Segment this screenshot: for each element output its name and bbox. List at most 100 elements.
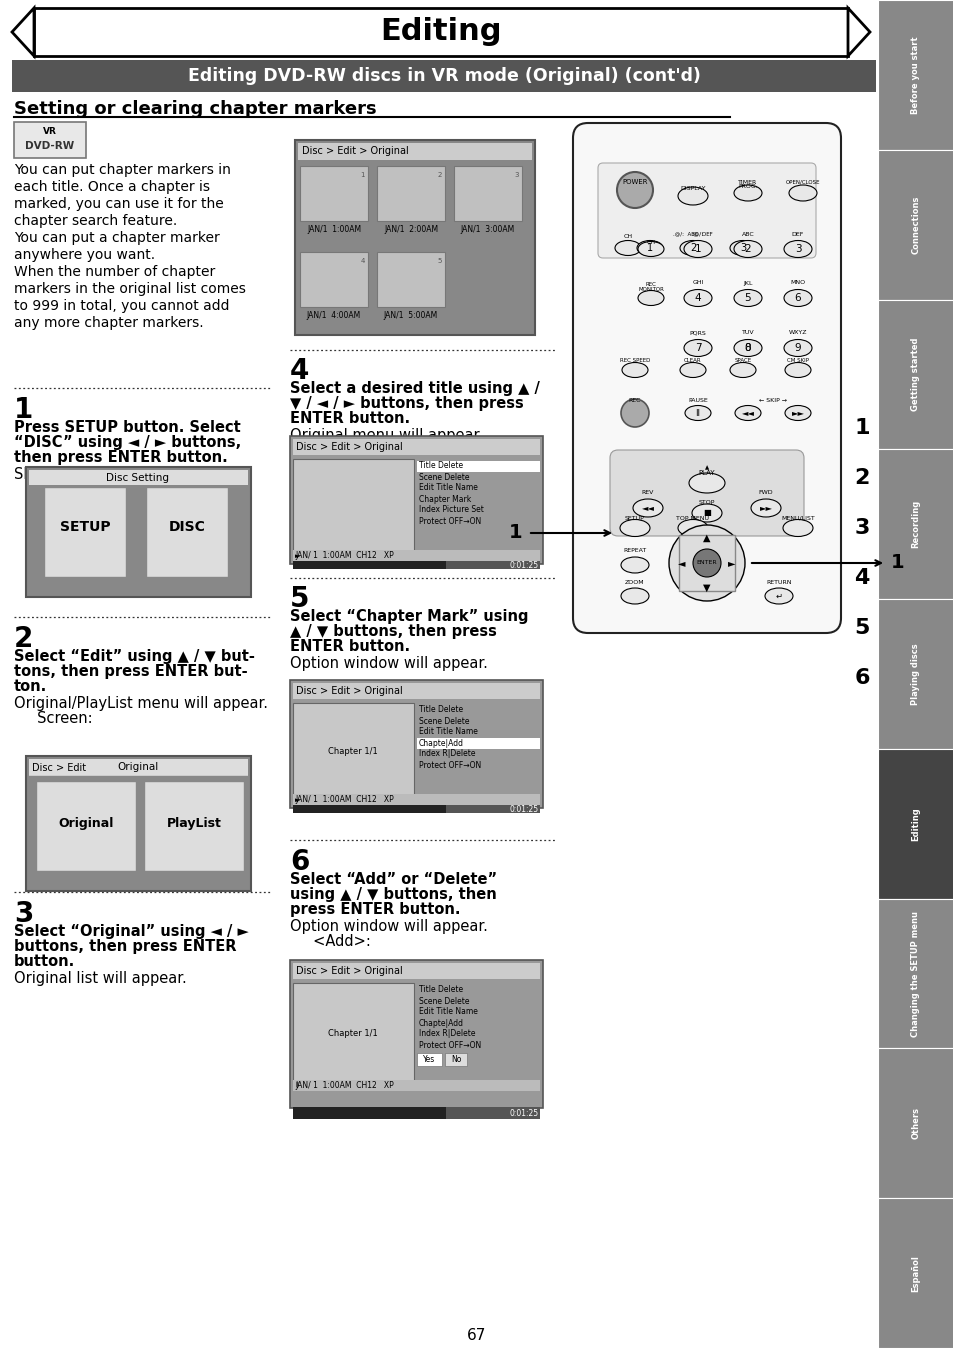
Text: MENU/LIST: MENU/LIST — [781, 515, 814, 520]
Bar — [877, 1049, 953, 1198]
Text: ■: ■ — [702, 508, 710, 518]
Text: DVD-RW: DVD-RW — [26, 142, 74, 151]
Text: Disc > Edit > Original: Disc > Edit > Original — [295, 442, 402, 452]
Text: Disc Setting: Disc Setting — [107, 473, 170, 483]
Text: 4: 4 — [290, 357, 309, 386]
Text: 2: 2 — [854, 468, 869, 488]
Text: 4: 4 — [360, 257, 365, 264]
Text: ►►: ►► — [759, 504, 772, 512]
Bar — [293, 550, 539, 561]
Text: Connections: Connections — [910, 195, 920, 253]
Bar — [12, 61, 875, 92]
Text: JAN/ 1  1:00AM  CH12   XP: JAN/ 1 1:00AM CH12 XP — [294, 550, 394, 559]
Text: Español: Español — [910, 1255, 920, 1291]
Ellipse shape — [729, 240, 755, 256]
Text: DISPLAY: DISPLAY — [679, 186, 705, 190]
Circle shape — [617, 173, 652, 208]
Bar — [29, 759, 248, 775]
Text: 3: 3 — [14, 900, 33, 927]
Text: ►: ► — [294, 797, 300, 803]
Text: CM SKIP: CM SKIP — [786, 357, 808, 363]
Text: ▲ / ▼ buttons, then press: ▲ / ▼ buttons, then press — [290, 624, 497, 639]
Ellipse shape — [688, 473, 724, 493]
Text: GHI: GHI — [692, 280, 703, 286]
Bar — [29, 759, 248, 776]
Text: Index Picture Set: Index Picture Set — [418, 506, 483, 515]
Text: 67: 67 — [467, 1328, 486, 1343]
Text: 1: 1 — [694, 244, 700, 253]
Text: 1: 1 — [890, 554, 903, 573]
Text: WXYZ: WXYZ — [788, 330, 806, 336]
Text: CH: CH — [646, 240, 655, 244]
Text: Editing: Editing — [910, 807, 920, 841]
Text: 5: 5 — [744, 293, 751, 303]
Text: 2: 2 — [437, 173, 441, 178]
Text: .@/:: .@/: — [691, 232, 703, 236]
Text: Select “Edit” using ▲ / ▼ but-: Select “Edit” using ▲ / ▼ but- — [14, 648, 254, 665]
Ellipse shape — [733, 290, 761, 306]
Text: Scene Delete: Scene Delete — [418, 996, 469, 1006]
Text: Original: Original — [117, 762, 158, 772]
Bar — [36, 780, 136, 871]
Text: 3: 3 — [514, 173, 518, 178]
Circle shape — [620, 399, 648, 427]
Text: ►: ► — [727, 558, 735, 568]
Text: PROG.: PROG. — [738, 185, 757, 190]
Bar — [44, 487, 126, 577]
Text: ▲: ▲ — [704, 465, 708, 470]
Text: ◄: ◄ — [678, 558, 685, 568]
Text: ← SKIP →: ← SKIP → — [759, 399, 786, 403]
Ellipse shape — [683, 240, 711, 257]
Text: REV: REV — [641, 491, 654, 496]
Bar — [146, 487, 228, 577]
Text: ◄◄: ◄◄ — [740, 408, 754, 418]
Bar — [293, 460, 414, 557]
Text: Original list will appear.: Original list will appear. — [14, 971, 187, 985]
Text: SETUP/DISC menu will appear.: SETUP/DISC menu will appear. — [14, 466, 236, 483]
Bar — [416, 461, 539, 472]
Bar — [376, 252, 444, 307]
Bar — [293, 962, 539, 979]
Text: 1: 1 — [646, 243, 653, 253]
Text: Option window will appear.: Option window will appear. — [290, 656, 487, 671]
Text: Original: Original — [58, 817, 113, 830]
Text: 1: 1 — [360, 173, 365, 178]
Text: ▲: ▲ — [702, 532, 710, 543]
Text: Original menu will appear.: Original menu will appear. — [290, 429, 482, 443]
Bar — [290, 679, 542, 807]
Text: 1: 1 — [853, 418, 869, 438]
Text: PLAY: PLAY — [698, 470, 715, 476]
Bar — [293, 1107, 446, 1119]
Text: press ENTER button.: press ENTER button. — [290, 902, 460, 917]
Text: Before you start: Before you start — [910, 36, 920, 113]
Text: DEF: DEF — [791, 232, 803, 236]
Text: Disc > Edit: Disc > Edit — [32, 763, 86, 772]
Text: TUV: TUV — [740, 330, 754, 336]
Text: REC
MONITOR: REC MONITOR — [638, 282, 663, 293]
Text: TIMER: TIMER — [738, 179, 757, 185]
Text: 0:01:25: 0:01:25 — [509, 805, 538, 813]
Bar — [877, 1198, 953, 1348]
Ellipse shape — [620, 588, 648, 604]
Text: Disc > Edit > Original: Disc > Edit > Original — [295, 967, 402, 976]
Text: anywhere you want.: anywhere you want. — [14, 248, 155, 262]
Bar — [293, 1107, 539, 1119]
Text: JAN/1  1:00AM: JAN/1 1:00AM — [307, 225, 360, 235]
Bar — [34, 8, 847, 57]
Text: 2: 2 — [14, 625, 33, 652]
Text: Disc > Edit > Original: Disc > Edit > Original — [295, 686, 402, 696]
Ellipse shape — [733, 240, 761, 257]
Text: Index R|Delete: Index R|Delete — [418, 749, 475, 759]
Text: ton.: ton. — [14, 679, 48, 694]
Bar — [877, 299, 953, 449]
Text: REC: REC — [628, 399, 640, 403]
Ellipse shape — [733, 340, 761, 356]
Bar — [144, 780, 244, 871]
Text: ▼ / ◄ / ► buttons, then press: ▼ / ◄ / ► buttons, then press — [290, 396, 523, 411]
Text: You can put chapter markers in: You can put chapter markers in — [14, 163, 231, 177]
Text: 2: 2 — [744, 244, 751, 253]
Text: JAN/ 1  1:00AM  CH12   XP: JAN/ 1 1:00AM CH12 XP — [294, 1081, 394, 1089]
Bar — [293, 561, 539, 569]
Text: ENTER button.: ENTER button. — [290, 639, 410, 654]
Text: Others: Others — [910, 1107, 920, 1139]
